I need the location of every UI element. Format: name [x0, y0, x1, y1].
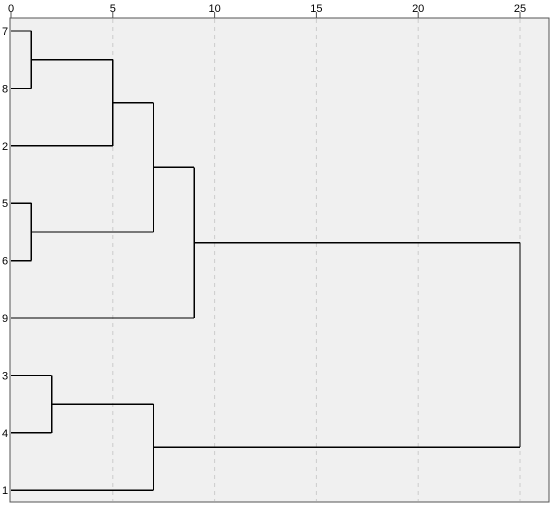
- plot-area: [9, 17, 550, 503]
- x-tick-label: 10: [208, 3, 220, 15]
- leaf-label: 9: [2, 313, 8, 325]
- leaf-label: 7: [2, 26, 8, 38]
- leaf-label: 6: [2, 256, 8, 268]
- leaf-label: 4: [2, 428, 8, 440]
- y-axis-leaves: 7 8 2 5 6 9 3 4 1: [2, 26, 8, 497]
- leaf-label: 5: [2, 198, 8, 210]
- dendrogram-links: [11, 30, 521, 491]
- x-tick-label: 20: [412, 3, 424, 15]
- x-axis: 0 5 10 15 20 25: [8, 3, 526, 18]
- leaf-label: 3: [2, 370, 8, 382]
- x-tick-label: 0: [8, 3, 14, 15]
- x-tick-label: 15: [310, 3, 322, 15]
- leaf-label: 8: [2, 83, 8, 95]
- leaf-label: 1: [2, 485, 8, 497]
- leaf-label: 2: [2, 141, 8, 153]
- merge-link-H: [153, 242, 521, 448]
- x-tick-label: 5: [110, 3, 116, 15]
- x-tick-label: 25: [514, 3, 526, 15]
